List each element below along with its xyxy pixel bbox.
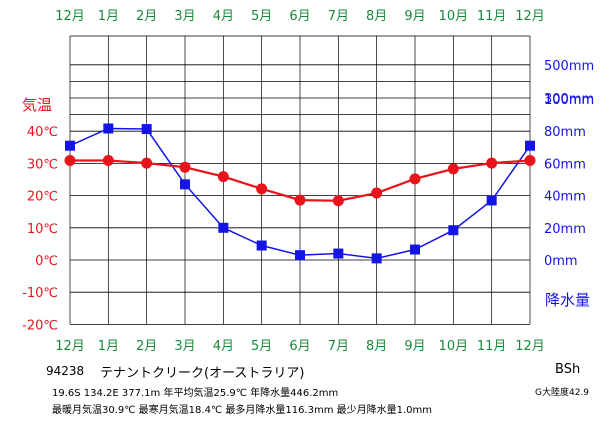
precipitation-tick-label: 100mm	[544, 93, 594, 108]
precipitation-series	[65, 123, 535, 264]
temperature-tick-label: 40℃	[27, 125, 58, 140]
climate-class: BSh	[555, 362, 581, 377]
bottom-month-label: 5月	[251, 339, 272, 354]
top-month-label: 2月	[136, 9, 157, 24]
temperature-point	[371, 187, 383, 199]
temperature-axis-ticks: 40℃ 30℃ 20℃ 10℃ 0℃ -10℃ -20℃	[22, 125, 58, 333]
bottom-month-label: 1月	[98, 339, 119, 354]
precipitation-tick-label: 40mm	[544, 190, 586, 205]
temperature-tick-label: -20℃	[22, 318, 58, 333]
precipitation-point	[486, 195, 497, 206]
top-month-label: 8月	[366, 9, 387, 24]
precipitation-point	[410, 244, 420, 255]
precipitation-point	[256, 240, 267, 251]
top-month-label: 11月	[477, 9, 507, 24]
temperature-tick-label: 20℃	[27, 190, 58, 205]
precipitation-tick-label: 60mm	[544, 157, 586, 172]
temperature-point	[332, 195, 344, 207]
precipitation-tick-label: 300mm	[544, 92, 594, 107]
temperature-point	[179, 161, 191, 173]
continentality: G大陸度42.9	[535, 388, 590, 398]
precipitation-point	[180, 179, 190, 190]
temperature-tick-label: 0℃	[35, 254, 58, 269]
bottom-month-label: 3月	[174, 339, 195, 354]
top-month-label: 12月	[55, 9, 85, 24]
precipitation-point	[448, 225, 459, 236]
bottom-month-label: 6月	[289, 339, 310, 354]
precipitation-tick-label: 0mm	[544, 254, 578, 269]
precipitation-point	[333, 248, 344, 259]
bottom-month-label: 11月	[477, 339, 507, 354]
temperature-point	[217, 171, 229, 183]
top-month-label: 9月	[404, 9, 425, 24]
bottom-month-label: 10月	[439, 339, 469, 354]
temperature-point	[64, 155, 76, 167]
station-code: 94238	[46, 364, 85, 378]
temperature-series	[64, 155, 536, 207]
precipitation-point	[218, 222, 229, 233]
temperature-point	[256, 183, 268, 195]
top-month-label: 10月	[439, 9, 469, 24]
top-month-label: 1月	[98, 9, 119, 24]
precipitation-point	[371, 253, 382, 264]
precipitation-tick-label: 500mm	[544, 59, 594, 74]
chart-grid	[69, 35, 531, 325]
bottom-month-label: 4月	[213, 339, 234, 354]
station-name: テナントクリーク(オーストラリア)	[100, 366, 305, 381]
temperature-tick-label: -10℃	[22, 286, 58, 301]
bottom-month-label: 7月	[328, 339, 349, 354]
station-info-line-2: 最暖月気温30.9℃ 最寒月気温18.4℃ 最多月降水量116.3mm 最少月降…	[52, 405, 433, 416]
precipitation-point	[103, 123, 114, 134]
top-month-labels: 12月 1月 2月 3月 4月 5月 6月 7月 8月 9月 10月 11月 12月	[55, 9, 545, 24]
precipitation-tick-label: 80mm	[544, 125, 586, 140]
top-month-label: 12月	[515, 9, 545, 24]
temperature-axis-label: 気温	[22, 96, 52, 114]
top-month-label: 4月	[213, 9, 234, 24]
temperature-tick-label: 30℃	[27, 157, 58, 172]
bottom-month-label: 9月	[404, 339, 425, 354]
temperature-point	[294, 194, 306, 206]
bottom-month-labels: 12月 1月 2月 3月 4月 5月 6月 7月 8月 9月 10月 11月 12月	[55, 339, 545, 354]
temperature-tick-label: 10℃	[27, 222, 58, 237]
bottom-month-label: 2月	[136, 339, 157, 354]
temperature-point	[102, 155, 114, 167]
top-month-label: 7月	[328, 9, 349, 24]
station-info-line-1: 19.6S 134.2E 377.1m 年平均気温25.9℃ 年降水量446.2…	[52, 388, 339, 399]
top-month-label: 6月	[289, 9, 310, 24]
temperature-point	[409, 173, 421, 185]
precipitation-point	[141, 124, 152, 135]
top-month-label: 3月	[174, 9, 195, 24]
bottom-month-label: 12月	[55, 339, 85, 354]
precipitation-tick-label: 20mm	[544, 222, 586, 237]
precipitation-axis-label: 降水量	[545, 291, 590, 309]
bottom-month-label: 12月	[515, 339, 545, 354]
precipitation-point	[295, 250, 305, 261]
precipitation-point	[65, 140, 75, 151]
bottom-month-label: 8月	[366, 339, 387, 354]
temperature-point	[524, 155, 536, 167]
top-month-label: 5月	[251, 9, 272, 24]
temperature-point	[447, 163, 459, 175]
temperature-point	[141, 157, 153, 169]
precipitation-point	[525, 140, 535, 151]
temperature-point	[486, 157, 498, 169]
